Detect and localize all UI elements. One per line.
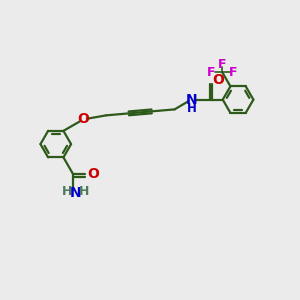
Text: O: O [213,73,225,87]
Text: F: F [229,66,238,79]
Text: H: H [61,185,72,198]
Text: H: H [187,102,196,115]
Text: O: O [77,112,89,126]
Text: N: N [70,186,81,200]
Text: F: F [218,58,226,71]
Text: H: H [79,185,90,198]
Text: F: F [207,66,215,79]
Text: N: N [186,93,197,106]
Text: O: O [87,167,99,181]
